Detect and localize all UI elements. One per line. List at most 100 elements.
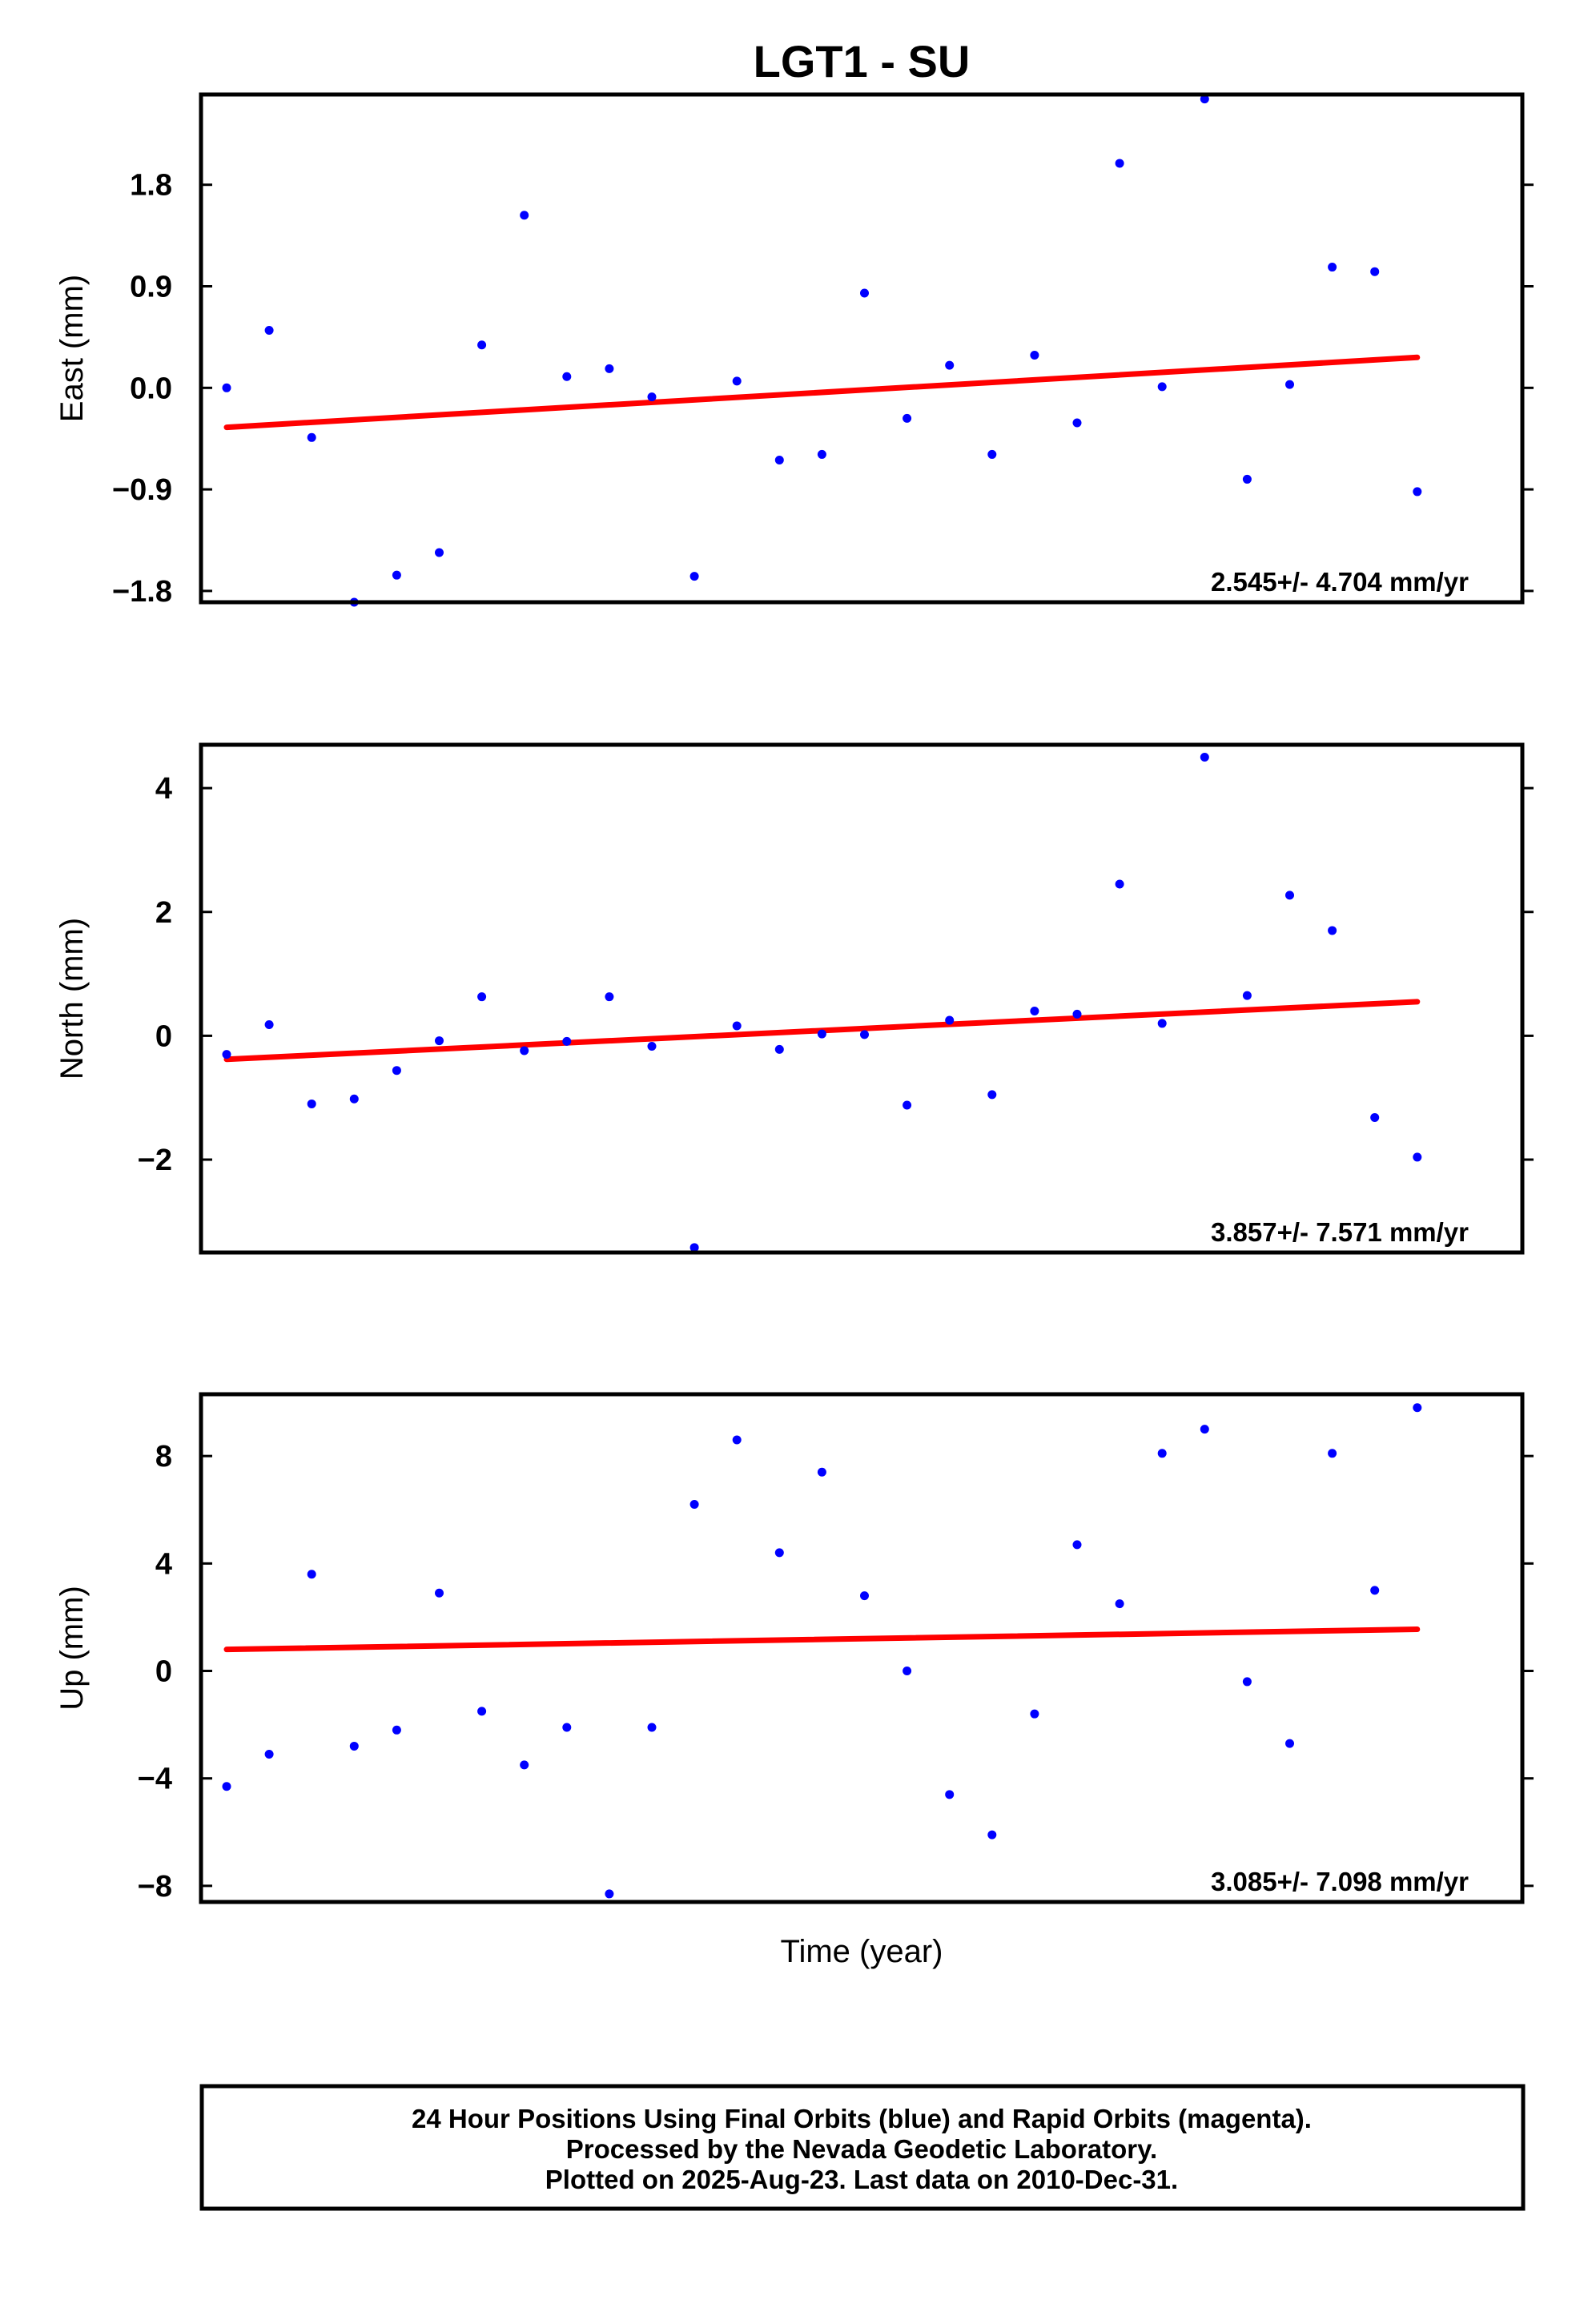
y-tick-label: 0 [155, 1019, 172, 1053]
y-tick-label: −8 [138, 1870, 172, 1904]
data-point [903, 1100, 912, 1110]
data-point [520, 1760, 529, 1770]
data-point [774, 1548, 784, 1558]
data-point [987, 1830, 997, 1839]
footer-box: 24 Hour Positions Using Final Orbits (bl… [199, 2084, 1526, 2211]
y-tick-label: 8 [155, 1440, 172, 1474]
footer-line-1: 24 Hour Positions Using Final Orbits (bl… [412, 2104, 1312, 2133]
data-point [477, 340, 487, 350]
data-point [1115, 1599, 1124, 1609]
data-point [1157, 382, 1167, 392]
up-panel: −8 −4 0 4 8 Up (mm) 3.085+/- 7.098 mm/yr [54, 1392, 1534, 1904]
data-point [477, 1707, 487, 1716]
trend-line [223, 1626, 1421, 1653]
data-point [647, 392, 657, 402]
data-point [1285, 380, 1294, 389]
data-point [222, 1050, 231, 1059]
data-point [1328, 1449, 1337, 1458]
data-point [605, 992, 614, 1002]
data-point [477, 992, 487, 1002]
data-point [264, 1019, 274, 1029]
data-point [1370, 1112, 1380, 1122]
data-point [562, 1723, 572, 1732]
data-point [520, 1046, 529, 1055]
y-tick-label: 4 [155, 1547, 172, 1581]
data-point [1200, 752, 1209, 762]
data-point [945, 360, 955, 370]
data-point [1115, 879, 1124, 889]
data-point [1030, 1006, 1039, 1015]
data-point [689, 572, 699, 581]
y-tick-label: 1.8 [130, 169, 172, 203]
data-point [392, 1725, 401, 1735]
data-point [1200, 94, 1209, 104]
east-panel: −1.8 −0.9 0.0 0.9 1.8 East (mm) 2.545+/- 4.704… [54, 92, 1534, 609]
data-point [817, 1467, 826, 1477]
y-tick-label: 0.9 [130, 271, 172, 304]
data-point [222, 383, 231, 392]
data-point [903, 413, 912, 423]
trend-line [223, 354, 1421, 431]
data-point [987, 449, 997, 459]
data-point [1157, 1019, 1167, 1028]
data-point [1242, 1677, 1252, 1687]
data-point [307, 432, 316, 442]
data-point [307, 1099, 316, 1108]
data-point [1328, 263, 1337, 272]
data-point [817, 1029, 826, 1039]
y-tick-label: −2 [138, 1144, 172, 1177]
data-point [1030, 350, 1039, 360]
rate-label: 3.085+/- 7.098 mm/yr [1211, 1867, 1469, 1896]
data-point [392, 1066, 401, 1076]
data-point [903, 1667, 912, 1676]
data-point [1200, 1425, 1209, 1434]
data-point [222, 1782, 231, 1791]
data-point [817, 449, 826, 459]
data-point [647, 1042, 657, 1051]
data-point [1328, 926, 1337, 935]
data-point [435, 1036, 444, 1046]
data-point [1413, 1403, 1422, 1413]
data-point [774, 455, 784, 464]
data-point [987, 1090, 997, 1100]
north-panel: −2 0 2 4 North (mm) 3.857+/- 7.571 mm/yr [54, 742, 1534, 1255]
footer-line-3: Plotted on 2025-Aug-23. Last data on 201… [545, 2165, 1178, 2194]
data-point [435, 1588, 444, 1598]
plot-frame [199, 1392, 1525, 1904]
data-point [435, 548, 444, 557]
data-point [1285, 1739, 1294, 1748]
data-point [1370, 1586, 1380, 1595]
data-point [520, 211, 529, 220]
rate-label: 2.545+/- 4.704 mm/yr [1211, 567, 1469, 597]
y-axis-label: North (mm) [54, 918, 90, 1080]
x-axis-label: Time (year) [781, 1934, 943, 1969]
y-tick-label: 2 [155, 896, 172, 930]
data-point [689, 1500, 699, 1510]
y-tick-label: 4 [155, 772, 172, 806]
data-point [1072, 418, 1082, 428]
data-point [349, 1094, 359, 1104]
data-point [860, 1030, 869, 1039]
y-tick-label: 0.0 [130, 372, 172, 405]
data-point [1242, 474, 1252, 484]
data-point [1242, 991, 1252, 1000]
y-tick-label: 0 [155, 1655, 172, 1689]
data-point [264, 1750, 274, 1759]
y-tick-label: −1.8 [112, 575, 172, 609]
data-point [1115, 159, 1124, 168]
data-point [349, 1741, 359, 1751]
data-point [562, 1036, 572, 1046]
y-axis-label: Up (mm) [54, 1586, 90, 1711]
plot-frame [199, 742, 1525, 1255]
rate-label: 3.857+/- 7.571 mm/yr [1211, 1217, 1469, 1247]
data-point [1413, 1152, 1422, 1162]
data-point [689, 1243, 699, 1252]
data-point [1157, 1449, 1167, 1458]
data-point [264, 325, 274, 335]
data-point [945, 1790, 955, 1799]
data-point [647, 1723, 657, 1732]
data-point [1285, 891, 1294, 900]
data-point [1413, 487, 1422, 497]
y-tick-label: −0.9 [112, 473, 172, 507]
data-point [732, 1021, 742, 1031]
